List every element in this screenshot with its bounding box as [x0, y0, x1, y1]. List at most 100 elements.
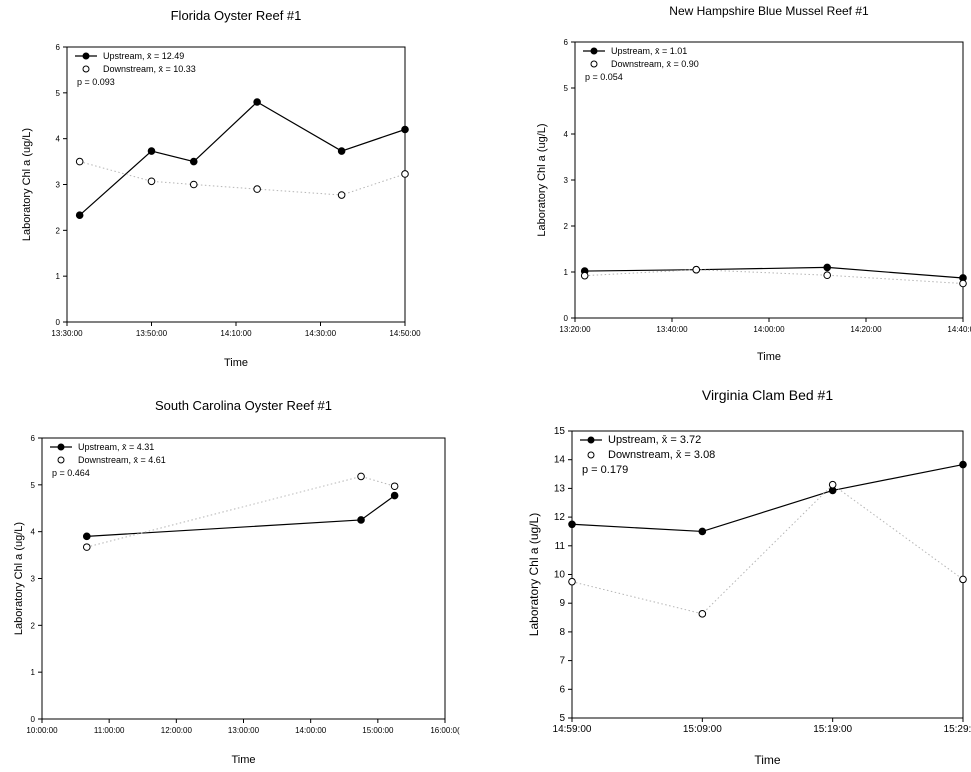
legend-marker: [590, 60, 598, 68]
x-tick-label: 14:10:00: [220, 329, 252, 338]
x-tick-label: 13:30:00: [51, 329, 83, 338]
upstream-line: [86, 495, 395, 537]
p-value-label: p = 0.179: [582, 464, 628, 476]
y-tick-label: 5: [56, 89, 61, 98]
plot-frame: [574, 41, 964, 319]
y-tick-label: 15: [554, 426, 566, 437]
chart-title: New Hampshire Blue Mussel Reef #1: [669, 4, 869, 18]
legend-entry: Upstream, x̄ = 1.01: [611, 46, 687, 56]
plot-frame: [571, 430, 964, 719]
downstream-line: [79, 161, 406, 196]
y-tick-label: 5: [31, 481, 36, 490]
x-tick-label: 16:00:0(: [430, 726, 460, 735]
x-tick-label: 13:00:00: [228, 726, 260, 735]
upstream-point: [568, 520, 576, 529]
y-tick-label: 0: [56, 318, 61, 327]
x-axis-label: Time: [224, 357, 248, 369]
y-tick-label: 4: [56, 135, 61, 144]
p-value-label: p = 0.464: [52, 468, 90, 478]
y-tick-label: 10: [554, 570, 566, 581]
x-axis-label: Time: [757, 351, 781, 363]
legend-marker: [82, 65, 90, 73]
upstream-line: [584, 266, 964, 279]
upstream-point: [147, 147, 156, 155]
x-tick-label: 15:19:00: [813, 724, 852, 735]
upstream-point: [189, 157, 198, 166]
x-axis-label: Time: [754, 753, 781, 767]
downstream-point: [959, 575, 967, 584]
upstream-point: [959, 460, 967, 469]
y-axis-label: Laboratory Chl a (ug/L): [536, 123, 548, 236]
y-tick-label: 11: [555, 541, 566, 552]
y-tick-label: 5: [559, 713, 565, 724]
chart-svg: South Carolina Oyster Reef #1 0 1 2 3 4 5 6 10:0…: [13, 398, 460, 766]
y-tick-label: 4: [31, 528, 36, 537]
x-tick-label: 14:00:00: [295, 726, 327, 735]
x-tick-label: 13:50:00: [136, 329, 168, 338]
chart-south-carolina-oyster-reef: South Carolina Oyster Reef #1 0 1 2 3 4 5 6 10:0…: [0, 385, 480, 772]
x-tick-label: 13:40:00: [656, 325, 688, 334]
upstream-point: [823, 263, 832, 272]
x-tick-label: 14:00:00: [753, 325, 785, 334]
downstream-point: [401, 170, 409, 178]
x-tick-label: 12:00:00: [161, 726, 193, 735]
legend-entry: Upstream, x̄ = 12.49: [103, 51, 184, 61]
chart-svg: New Hampshire Blue Mussel Reef #1 0 1 2 3 4 5 6…: [536, 4, 971, 363]
upstream-point: [357, 516, 365, 524]
y-tick-label: 9: [559, 598, 565, 609]
downstream-point: [390, 482, 399, 491]
x-tick-label: 15:29:00: [944, 724, 971, 735]
p-value-label: p = 0.054: [585, 72, 623, 82]
upstream-point: [82, 532, 91, 541]
y-tick-label: 2: [56, 226, 61, 235]
downstream-point: [828, 480, 837, 489]
downstream-point: [147, 177, 156, 186]
downstream-point: [82, 543, 91, 551]
y-tick-label: 5: [564, 84, 569, 93]
y-axis-label: Laboratory Chl a (ug/L): [13, 522, 25, 635]
downstream-line: [571, 484, 964, 615]
upstream-point: [337, 147, 346, 155]
y-axis-label: Laboratory Chl a (ug/L): [527, 513, 541, 636]
chart-new-hampshire-blue-mussel-reef: New Hampshire Blue Mussel Reef #1 0 1 2 3 4 5 6…: [480, 0, 971, 385]
upstream-point: [698, 527, 707, 536]
downstream-point: [698, 610, 707, 618]
downstream-point: [580, 271, 589, 280]
legend-entry: Upstream, x̄ = 3.72: [608, 434, 701, 446]
y-axis-label: Laboratory Chl a (ug/L): [21, 128, 33, 241]
y-tick-label: 1: [31, 668, 36, 677]
upstream-point: [253, 98, 261, 106]
downstream-point: [357, 472, 365, 481]
downstream-point: [568, 577, 576, 586]
y-tick-label: 8: [559, 627, 565, 638]
chart-title: South Carolina Oyster Reef #1: [155, 398, 332, 413]
chart-florida-oyster-reef: Florida Oyster Reef #1 0 1 2 3 4 5 6 13:30:00 13:…: [0, 0, 480, 385]
upstream-point: [75, 211, 84, 220]
y-tick-label: 14: [554, 455, 566, 466]
y-tick-label: 2: [31, 621, 36, 630]
legend-marker: [587, 451, 595, 459]
y-tick-label: 7: [559, 656, 565, 667]
plot-frame: [66, 46, 406, 323]
legend-entry: Downstream, x̄ = 3.08: [608, 449, 715, 461]
downstream-line: [584, 269, 964, 284]
chart-title: Florida Oyster Reef #1: [171, 8, 302, 23]
chart-svg: Florida Oyster Reef #1 0 1 2 3 4 5 6 13:30:00 13:…: [21, 8, 421, 369]
x-tick-label: 10:00:00: [26, 726, 58, 735]
p-value-label: p = 0.093: [77, 77, 115, 87]
y-tick-label: 13: [554, 483, 566, 494]
y-tick-label: 6: [31, 434, 36, 443]
upstream-point: [390, 491, 399, 500]
legend-entry: Upstream, x̄ = 4.31: [78, 442, 154, 452]
chart-svg: Virginia Clam Bed #1 5 6 7 8 9 10 11 12 13 14 15 14:…: [527, 387, 971, 767]
y-tick-label: 1: [56, 272, 61, 281]
chart-title: Virginia Clam Bed #1: [702, 387, 833, 403]
chart-virginia-clam-bed: Virginia Clam Bed #1 5 6 7 8 9 10 11 12 13 14 15 14:…: [480, 385, 971, 772]
x-tick-label: 14:30:00: [305, 329, 337, 338]
x-tick-label: 14:20:00: [850, 325, 882, 334]
legend-marker: [587, 436, 595, 444]
y-tick-label: 4: [564, 130, 569, 139]
x-axis-label: Time: [231, 754, 255, 766]
downstream-point: [337, 191, 346, 199]
y-tick-label: 6: [56, 43, 61, 52]
